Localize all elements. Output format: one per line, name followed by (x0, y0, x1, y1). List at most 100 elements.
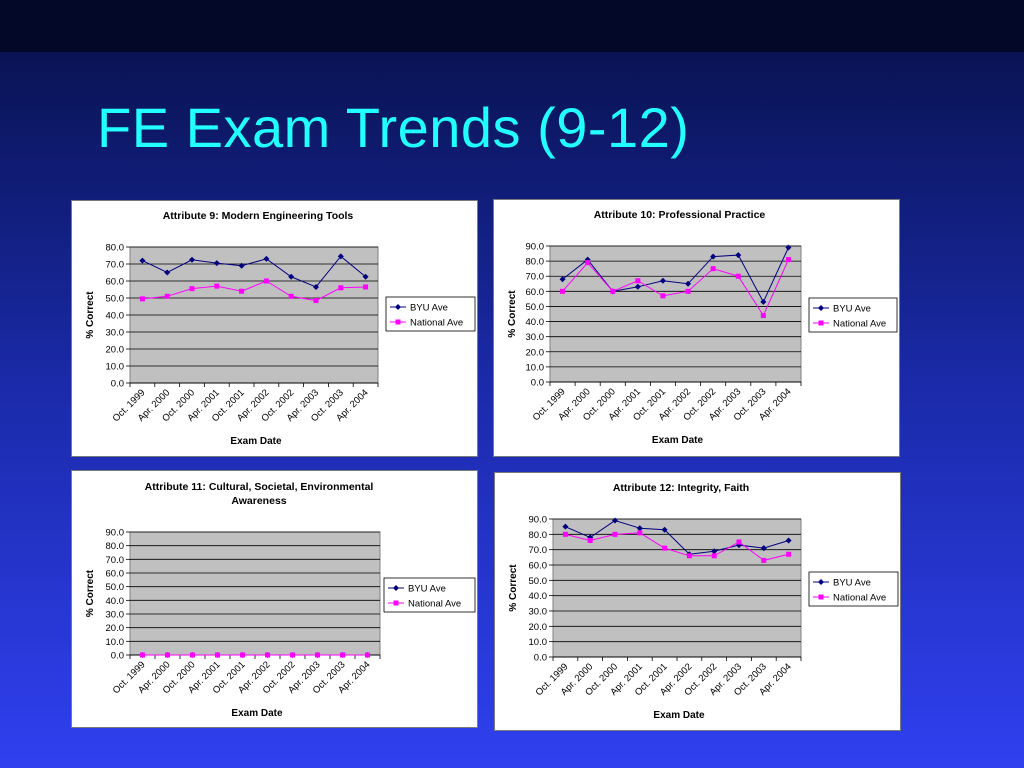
data-point (785, 257, 791, 263)
chart-panel-attribute-9: Attribute 9: Modern Engineering Tools 0.0… (71, 200, 478, 457)
data-point (365, 652, 370, 658)
legend-box (808, 571, 899, 607)
y-tick-label: 80.0 (526, 257, 545, 268)
data-point (785, 244, 792, 251)
data-point (238, 262, 245, 269)
data-point (363, 284, 369, 290)
data-point (189, 286, 195, 292)
data-point (288, 293, 294, 299)
legend-box (808, 297, 898, 333)
data-point (736, 542, 742, 549)
y-tick-label: 20.0 (106, 345, 125, 356)
y-tick-label: 90.0 (526, 242, 545, 253)
x-axis-title: Exam Date (230, 436, 282, 447)
data-point (189, 256, 195, 263)
data-point (634, 283, 641, 290)
data-point (661, 526, 668, 533)
legend-marker (818, 594, 824, 600)
data-point (711, 548, 718, 555)
data-point (635, 278, 641, 284)
data-point (139, 296, 145, 302)
data-point (164, 293, 170, 299)
legend-label: National Ave (410, 318, 463, 329)
data-point (786, 551, 792, 557)
y-tick-label: 0.0 (111, 379, 124, 390)
legend-marker (818, 579, 824, 585)
data-point (736, 539, 742, 545)
data-point (240, 652, 245, 658)
data-point (340, 652, 345, 658)
data-point (636, 525, 643, 532)
data-point (662, 545, 668, 551)
data-point (140, 652, 145, 658)
data-point (214, 283, 220, 289)
y-tick-label: 20.0 (526, 347, 545, 358)
data-point (735, 252, 742, 259)
y-tick-label: 30.0 (106, 610, 125, 621)
data-point (710, 253, 717, 260)
data-point (735, 273, 741, 279)
legend-box (383, 577, 476, 613)
y-tick-label: 50.0 (529, 576, 548, 587)
plot-area (549, 245, 802, 383)
data-point (760, 298, 767, 305)
series-line (562, 259, 789, 317)
legend-label: National Ave (833, 593, 886, 604)
y-tick-label: 40.0 (526, 317, 545, 328)
y-axis-title: % Correct (85, 291, 96, 339)
y-tick-label: 30.0 (526, 332, 545, 343)
data-point (686, 553, 692, 559)
data-point (213, 260, 220, 267)
chart-panel-attribute-12: Attribute 12: Integrity, Faith 0.0 10.0 20.… (494, 472, 901, 731)
data-point (313, 298, 319, 304)
header-band (0, 0, 1024, 52)
data-point (562, 531, 568, 537)
y-tick-label: 0.0 (531, 378, 544, 389)
y-tick-label: 90.0 (529, 515, 548, 526)
data-point (139, 257, 146, 264)
legend-marker (818, 305, 824, 311)
y-tick-label: 20.0 (106, 623, 125, 634)
data-point (612, 517, 618, 524)
data-point (660, 293, 666, 299)
y-tick-label: 70.0 (526, 272, 545, 283)
y-tick-label: 80.0 (529, 530, 548, 541)
chart-title-line: Awareness (231, 495, 286, 507)
data-point (585, 260, 591, 266)
data-point (313, 283, 319, 290)
y-tick-label: 40.0 (529, 591, 548, 602)
y-tick-label: 30.0 (106, 328, 125, 339)
y-tick-label: 50.0 (106, 582, 125, 593)
y-tick-label: 70.0 (106, 555, 125, 566)
data-point (685, 288, 691, 294)
chart-title: Attribute 11: Cultural, Societal, Enviro… (145, 481, 374, 507)
data-point (710, 266, 716, 272)
chart-attribute-9: Attribute 9: Modern Engineering Tools 0.0… (85, 210, 476, 447)
y-tick-label: 10.0 (106, 637, 125, 648)
data-point (711, 553, 717, 559)
data-point (215, 652, 220, 658)
legend-marker (393, 600, 399, 606)
data-point (761, 557, 767, 563)
data-point (685, 280, 692, 287)
legend-label: National Ave (408, 599, 461, 610)
legend-label: BYU Ave (410, 303, 448, 314)
data-point (239, 288, 245, 294)
y-axis-title: % Correct (85, 569, 96, 617)
y-tick-label: 30.0 (529, 607, 548, 618)
legend-marker (818, 320, 824, 326)
legend-marker (395, 319, 401, 325)
data-point (659, 277, 666, 284)
x-axis-title: Exam Date (652, 435, 704, 446)
data-point (263, 278, 269, 284)
y-tick-label: 0.0 (534, 653, 547, 664)
legend-label: National Ave (833, 319, 886, 330)
legend-label: BYU Ave (408, 584, 446, 595)
chart-title-line: Attribute 11: Cultural, Societal, Enviro… (145, 481, 374, 493)
legend-box (385, 296, 476, 332)
data-point (338, 285, 344, 291)
x-axis-title: Exam Date (653, 710, 705, 721)
data-point (760, 545, 767, 552)
data-point (165, 652, 170, 658)
y-tick-label: 50.0 (106, 294, 125, 305)
